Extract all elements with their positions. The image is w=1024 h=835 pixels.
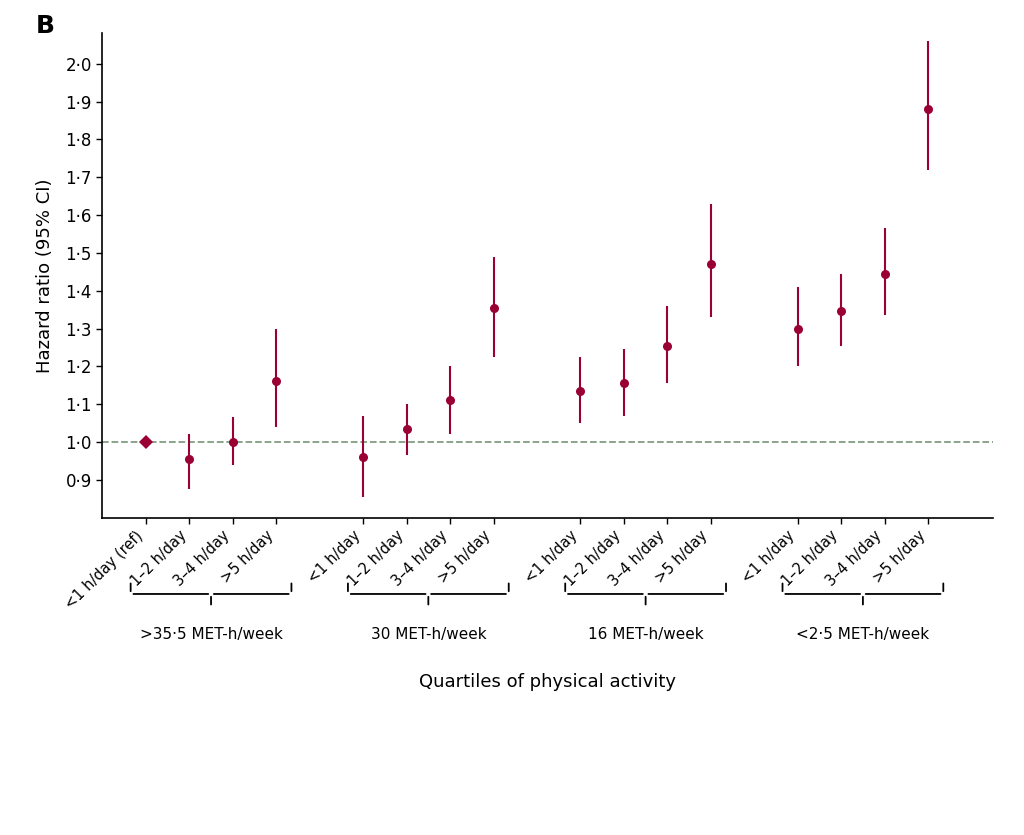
Text: B: B	[36, 14, 54, 38]
Text: 16 MET-h/week: 16 MET-h/week	[588, 626, 703, 641]
Text: >35·5 MET-h/week: >35·5 MET-h/week	[139, 626, 283, 641]
Text: 30 MET-h/week: 30 MET-h/week	[371, 626, 486, 641]
Y-axis label: Hazard ratio (95% CI): Hazard ratio (95% CI)	[37, 179, 54, 372]
Text: <2·5 MET-h/week: <2·5 MET-h/week	[797, 626, 930, 641]
Text: Quartiles of physical activity: Quartiles of physical activity	[420, 673, 676, 691]
